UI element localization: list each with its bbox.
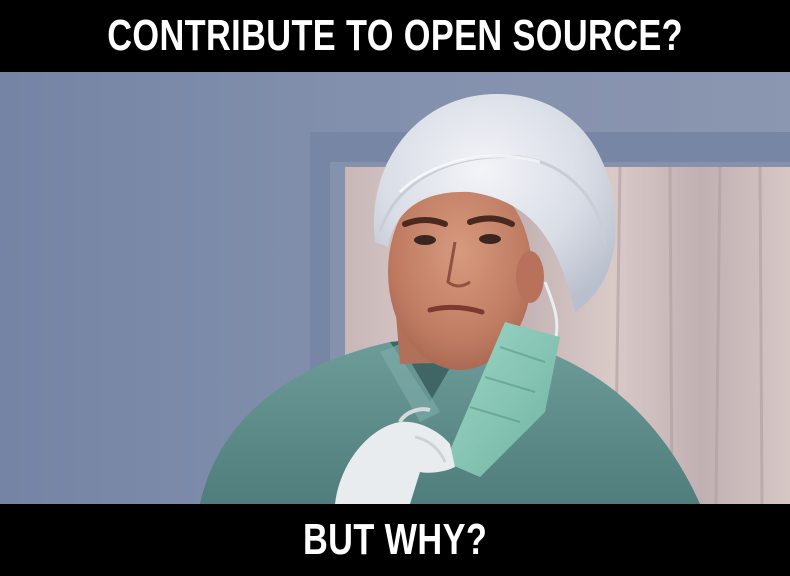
top-caption: CONTRIBUTE TO OPEN SOURCE? bbox=[107, 11, 683, 60]
surgeon-photo bbox=[0, 72, 790, 504]
surgeon-illustration bbox=[0, 72, 790, 504]
bottom-caption-band: BUT WHY? bbox=[0, 504, 790, 576]
top-caption-band: CONTRIBUTE TO OPEN SOURCE? bbox=[0, 0, 790, 72]
bottom-caption: BUT WHY? bbox=[302, 515, 488, 564]
